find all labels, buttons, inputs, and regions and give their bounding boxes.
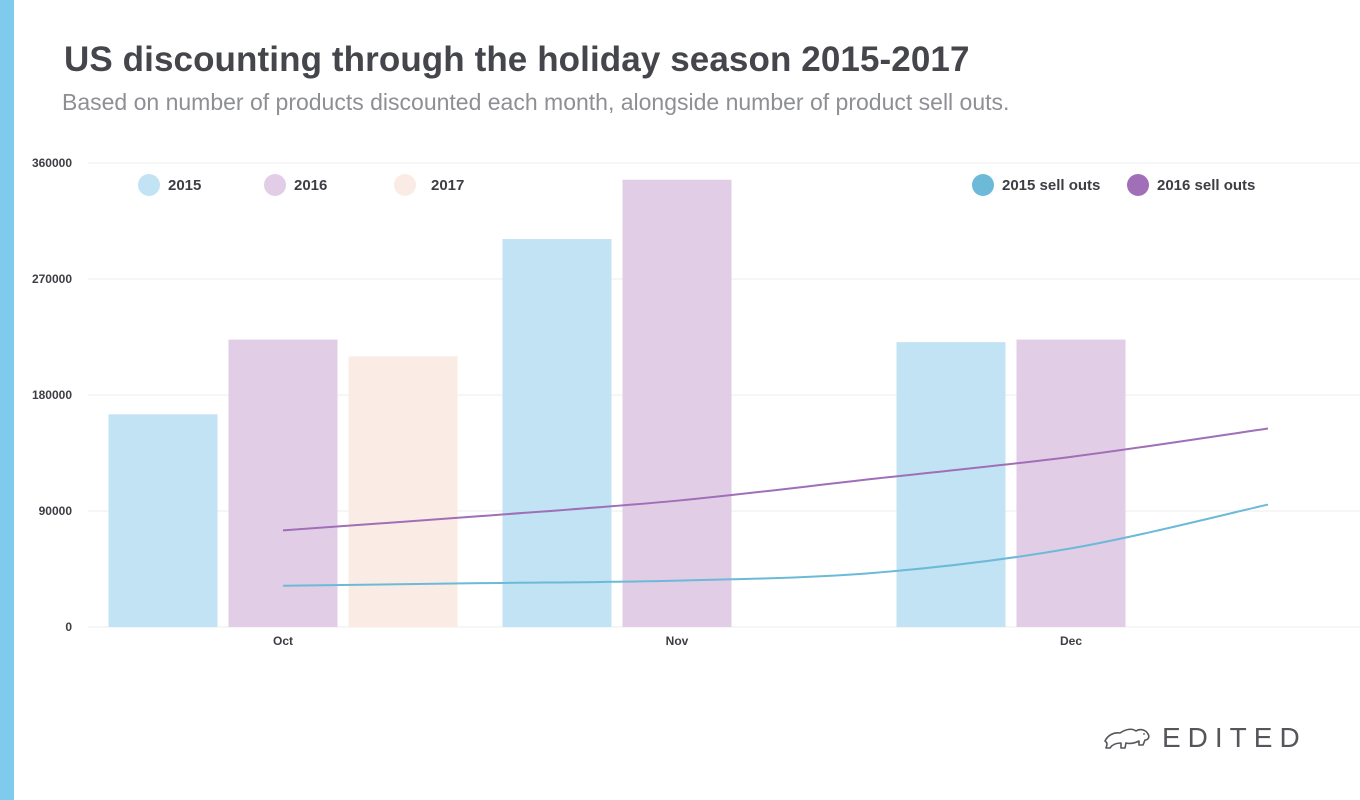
legend-swatch bbox=[138, 174, 160, 196]
brand-logo: EDITED bbox=[1102, 718, 1307, 758]
x-tick-label: Nov bbox=[666, 634, 689, 648]
legend-swatch bbox=[394, 174, 416, 196]
y-tick-label: 0 bbox=[65, 620, 72, 634]
bar-2016-Dec bbox=[1016, 339, 1126, 627]
bar-2017-Oct bbox=[348, 356, 458, 627]
line-2016-sell-outs bbox=[282, 427, 1269, 532]
bars-layer bbox=[108, 179, 1126, 628]
bar-2016-Nov bbox=[622, 179, 732, 627]
y-tick-label: 270000 bbox=[32, 272, 72, 286]
legend-swatch bbox=[264, 174, 286, 196]
legend-swatch bbox=[972, 174, 994, 196]
legend: 2015 2016 2017 2015 sell outs 2016 sell outs bbox=[138, 174, 1255, 196]
y-tick-label: 90000 bbox=[39, 504, 73, 518]
chart-title: US discounting through the holiday seaso… bbox=[64, 40, 970, 79]
legend-label: 2016 sell outs bbox=[1157, 177, 1255, 194]
legend-label: 2016 bbox=[294, 177, 327, 194]
legend-label: 2017 bbox=[431, 177, 464, 194]
bar-2015-Nov bbox=[502, 239, 612, 628]
axis-layer: 0 90000 180000 270000 360000 Oct Nov Dec bbox=[32, 156, 1082, 648]
chart-subtitle: Based on number of products discounted e… bbox=[62, 89, 1010, 115]
lines-layer bbox=[282, 427, 1269, 587]
bar-2016-Oct bbox=[228, 339, 338, 627]
legend-swatch bbox=[1127, 174, 1149, 196]
y-tick-label: 180000 bbox=[32, 388, 72, 402]
bar-2015-Oct bbox=[108, 414, 218, 627]
polar-bear-icon bbox=[1104, 728, 1150, 749]
bar-2015-Dec bbox=[896, 342, 1006, 627]
y-tick-label: 360000 bbox=[32, 156, 72, 170]
x-tick-label: Oct bbox=[273, 634, 293, 648]
brand-name: EDITED bbox=[1162, 722, 1307, 753]
line-2015-sell-outs bbox=[282, 503, 1269, 587]
x-tick-label: Dec bbox=[1060, 634, 1082, 648]
legend-label: 2015 bbox=[168, 177, 201, 194]
accent-bar bbox=[0, 0, 14, 800]
legend-label: 2015 sell outs bbox=[1002, 177, 1100, 194]
